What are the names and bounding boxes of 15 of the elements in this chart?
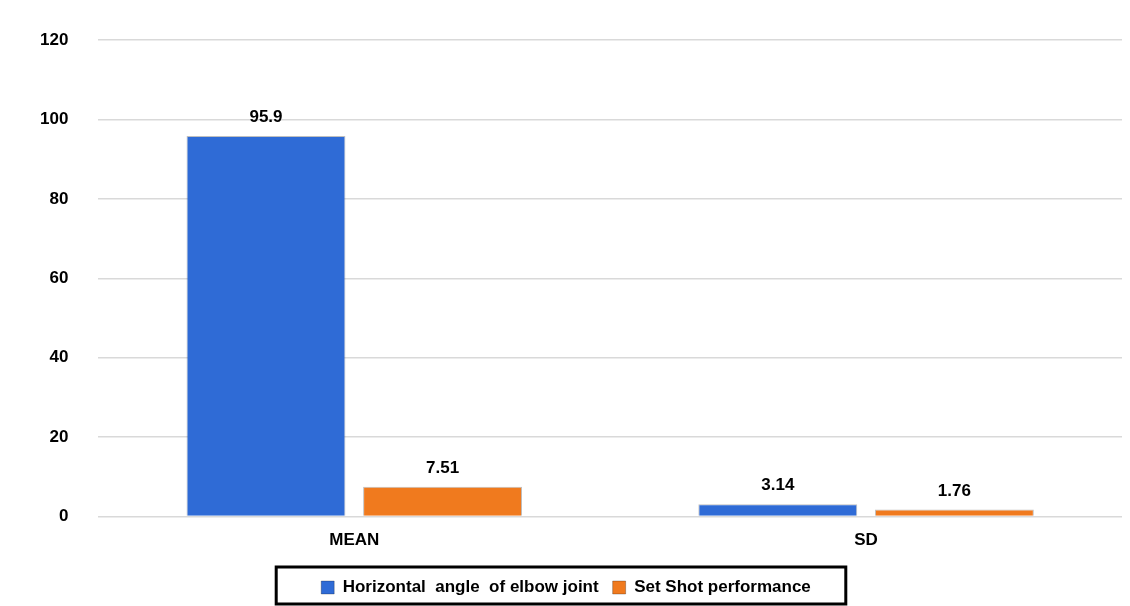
x-tick-label: SD — [854, 530, 878, 550]
y-tick-label: 60 — [49, 268, 69, 288]
legend-label: Set Shot performance — [634, 577, 811, 597]
legend-label: Horizontal angle of elbow joint — [342, 577, 599, 597]
data-label: 95.9 — [249, 107, 283, 127]
y-tick-label: 20 — [49, 426, 69, 446]
data-label: 3.14 — [761, 475, 795, 495]
y-tick-label: 80 — [49, 188, 69, 208]
y-tick-label: 0 — [58, 506, 69, 526]
y-tick-label: 120 — [39, 29, 69, 49]
data-label: 7.51 — [426, 457, 460, 477]
data-label: 1.76 — [937, 480, 971, 500]
y-tick-label: 100 — [39, 109, 69, 129]
y-tick-label: 40 — [49, 347, 69, 367]
x-tick-label: MEAN — [329, 530, 380, 550]
